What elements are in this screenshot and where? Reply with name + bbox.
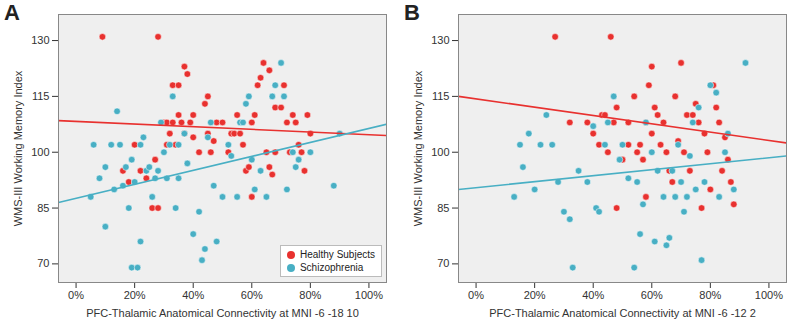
svg-text:85: 85 <box>37 202 49 214</box>
svg-text:100%: 100% <box>755 289 783 301</box>
svg-text:70: 70 <box>437 257 449 269</box>
html-text:A: A <box>4 0 20 25</box>
svg-text:115: 115 <box>432 90 450 102</box>
svg-text:130: 130 <box>431 34 449 46</box>
svg-text:40%: 40% <box>182 289 204 301</box>
svg-text:70: 70 <box>37 257 49 269</box>
svg-text:60%: 60% <box>241 289 263 301</box>
html-text:Healthy Subjects: Healthy Subjects <box>300 249 375 260</box>
html-text:Schizophrenia: Schizophrenia <box>300 262 364 273</box>
svg-text:20%: 20% <box>524 289 546 301</box>
svg-text:100: 100 <box>31 146 49 158</box>
svg-text:115: 115 <box>32 90 50 102</box>
svg-text:PFC-Thalamic Anatomical Connec: PFC-Thalamic Anatomical Connectivity at … <box>489 307 756 319</box>
svg-text:85: 85 <box>437 202 449 214</box>
svg-text:100%: 100% <box>355 289 383 301</box>
svg-text:60%: 60% <box>641 289 663 301</box>
svg-text:130: 130 <box>31 34 49 46</box>
svg-text:100: 100 <box>431 146 449 158</box>
svg-text:0%: 0% <box>68 289 84 301</box>
svg-text:WMS-III Working Memory Index: WMS-III Working Memory Index <box>12 70 24 226</box>
svg-text:80%: 80% <box>699 289 721 301</box>
svg-text:0%: 0% <box>468 289 484 301</box>
svg-text:80%: 80% <box>299 289 321 301</box>
svg-text:40%: 40% <box>582 289 604 301</box>
svg-text:WMS-III Working Memory Index: WMS-III Working Memory Index <box>412 70 424 226</box>
html-text:B: B <box>404 0 420 25</box>
svg-text:20%: 20% <box>124 289 146 301</box>
svg-text:PFC-Thalamic Anatomical Connec: PFC-Thalamic Anatomical Connectivity at … <box>86 307 359 319</box>
